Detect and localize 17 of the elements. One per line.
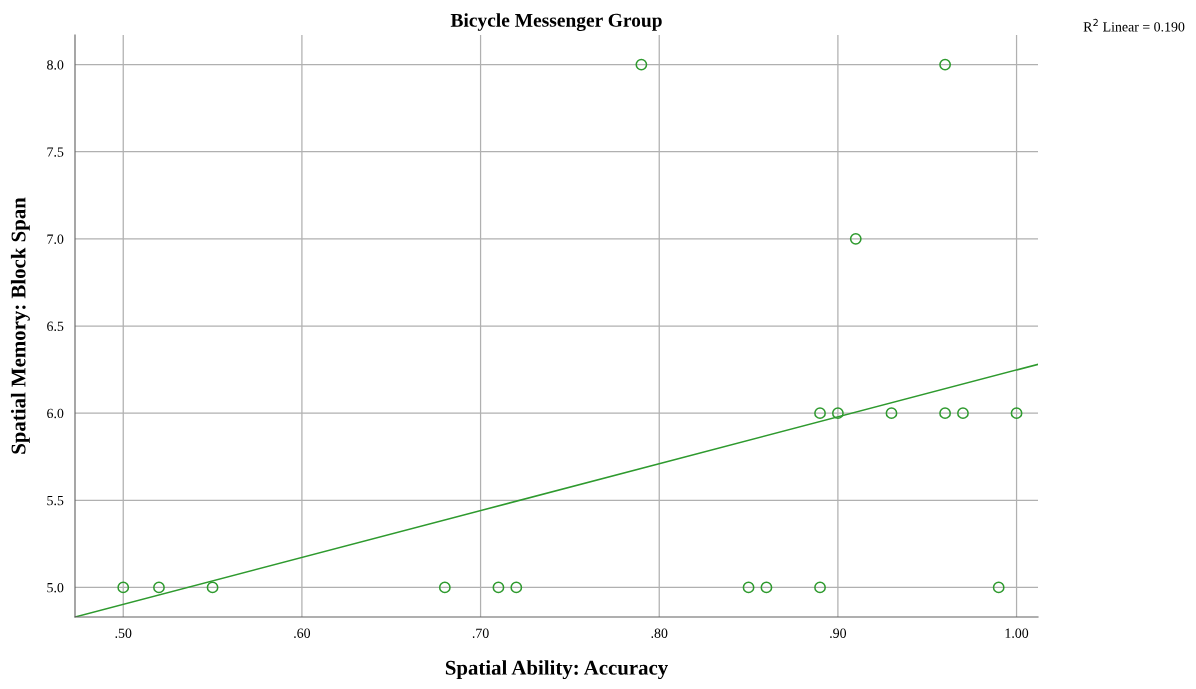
y-tick-label: 7.0 (47, 234, 64, 244)
y-tick-label: 6.5 (47, 321, 64, 332)
x-tick-label: 1.00 (1005, 628, 1029, 638)
chart-title: Bicycle Messenger Group (450, 13, 662, 31)
x-tick-label: .50 (115, 628, 132, 638)
y-axis-title: Spatial Memory: Block Span (10, 197, 30, 454)
x-tick-label: .70 (472, 628, 489, 638)
y-tick-label: 7.5 (47, 147, 64, 157)
x-axis-title: Spatial Ability: Accuracy (445, 660, 668, 680)
x-tick-label: .80 (651, 628, 668, 638)
y-tick-label: 5.0 (47, 582, 64, 593)
y-tick-label: 5.5 (47, 495, 64, 506)
x-tick-label: .60 (294, 628, 311, 638)
y-tick-label: 8.0 (47, 60, 64, 70)
text: R$^{2}$ Linear = 0.190 (1083, 18, 1185, 32)
y-tick-label: 6.0 (47, 408, 64, 419)
x-tick-label: .90 (830, 628, 847, 638)
